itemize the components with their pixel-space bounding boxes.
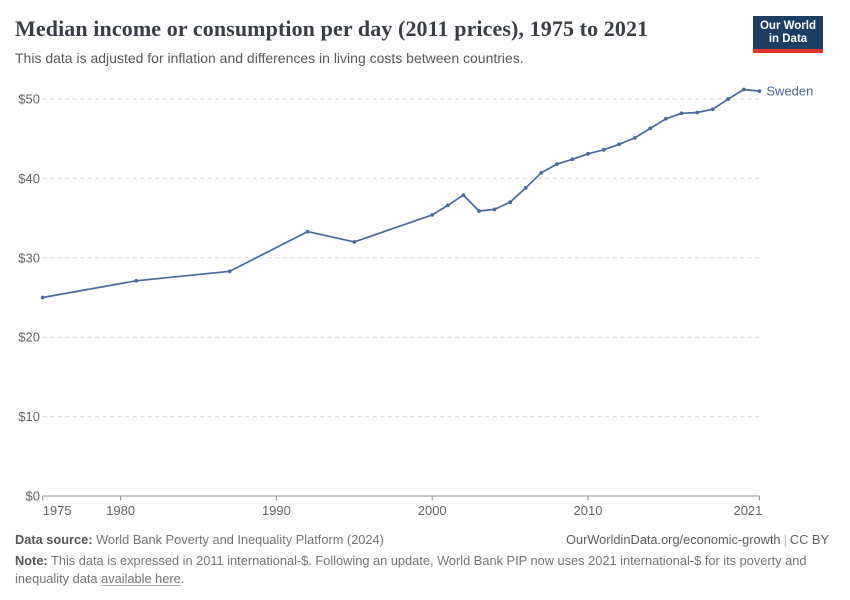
separator: | <box>783 532 787 547</box>
data-point-2017 <box>695 110 699 115</box>
data-point-2015 <box>664 116 668 121</box>
x-tick-label-2021: 2021 <box>733 503 762 518</box>
chart-footer: Data source: World Bank Poverty and Ineq… <box>15 531 829 588</box>
x-tick-label-1990: 1990 <box>262 503 291 518</box>
y-tick-label-10: $10 <box>18 409 40 424</box>
data-source: Data source: World Bank Poverty and Ineq… <box>15 531 384 549</box>
page-title: Median income or consumption per day (20… <box>15 16 649 41</box>
chart-header: Median income or consumption per day (20… <box>15 16 835 66</box>
series-end-label-sweden: Sweden <box>766 84 813 99</box>
x-tick-label-1980: 1980 <box>106 503 135 518</box>
data-point-1975 <box>40 295 45 300</box>
data-point-2014 <box>648 126 653 131</box>
data-point-2021 <box>757 89 762 93</box>
data-point-1992 <box>305 229 310 234</box>
data-point-1987 <box>227 269 232 274</box>
note-text: This data is expressed in 2011 internati… <box>15 553 807 586</box>
y-tick-label-40: $40 <box>18 171 40 186</box>
y-tick-label-50: $50 <box>18 92 40 107</box>
data-point-2011 <box>601 147 606 152</box>
owid-logo-line1: Our World <box>759 20 816 32</box>
y-tick-label-0: $0 <box>26 489 40 504</box>
x-tick-label-1975: 1975 <box>43 503 72 518</box>
data-point-2005 <box>508 200 512 205</box>
data-point-2003 <box>477 209 481 213</box>
series-line-sweden <box>42 88 760 299</box>
data-point-2012 <box>617 142 622 147</box>
data-point-2008 <box>555 162 559 167</box>
available-here-link[interactable]: available here <box>101 571 181 586</box>
data-point-2000 <box>430 213 435 217</box>
owid-url-link[interactable]: OurWorldinData.org/economic-growth <box>566 532 781 547</box>
site-license: OurWorldinData.org/economic-growth | CC BY <box>566 531 829 549</box>
chart-subtitle: This data is adjusted for inflation and … <box>15 50 524 66</box>
source-row: Data source: World Bank Poverty and Ineq… <box>15 531 829 549</box>
owid-logo-line2: in Data <box>768 33 808 45</box>
owid-logo: Our World in Data <box>753 16 823 53</box>
data-point-2019 <box>726 97 731 101</box>
note-label: Note: <box>15 553 48 568</box>
license-label: CC BY <box>789 532 829 547</box>
y-tick-label-20: $20 <box>18 330 40 345</box>
data-point-2016 <box>679 111 684 116</box>
note: Note: This data is expressed in 2011 int… <box>15 552 827 588</box>
data-source-label: Data source: <box>15 532 93 547</box>
data-point-2010 <box>586 151 590 156</box>
data-point-2007 <box>539 170 544 175</box>
data-point-2006 <box>523 186 528 190</box>
data-point-2013 <box>632 136 637 140</box>
data-point-2002 <box>461 193 466 198</box>
data-point-1995 <box>352 240 357 244</box>
data-point-2001 <box>445 203 450 208</box>
data-point-2018 <box>710 107 715 112</box>
x-tick-label-2000: 2000 <box>418 503 447 518</box>
data-point-1981 <box>134 278 139 283</box>
y-tick-label-30: $30 <box>18 250 40 265</box>
x-tick-label-2010: 2010 <box>574 503 603 518</box>
note-suffix: . <box>180 571 185 586</box>
data-point-2020 <box>741 87 746 92</box>
data-point-2004 <box>492 207 497 212</box>
data-point-2009 <box>570 157 575 162</box>
data-source-text: World Bank Poverty and Inequality Platfo… <box>92 532 384 547</box>
owid-logo-box: Our World in Data <box>753 16 823 53</box>
